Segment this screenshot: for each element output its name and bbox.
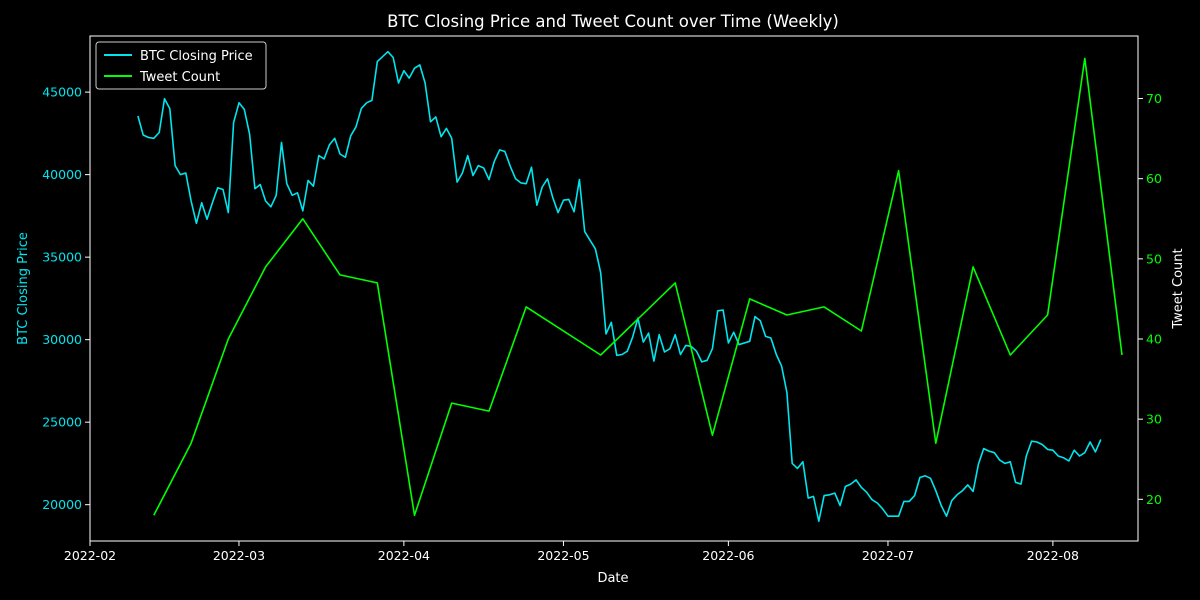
x-tick-label: 2022-06 [702, 548, 754, 563]
legend: BTC Closing Price Tweet Count [95, 41, 267, 90]
y-axis-right-label: Tweet Count [1171, 248, 1186, 329]
plot-frame [89, 35, 1139, 542]
x-tick-label: 2022-03 [213, 548, 265, 563]
x-tick-label: 2022-04 [378, 548, 430, 563]
legend-price-label: BTC Closing Price [140, 49, 253, 64]
y-left-tick-label: 35000 [42, 250, 82, 265]
x-tick-label: 2022-05 [537, 548, 589, 563]
y-left-tick-label: 45000 [42, 85, 82, 100]
x-tick-label: 2022-07 [862, 548, 914, 563]
btc-price-line [137, 50, 1102, 523]
legend-box [95, 41, 267, 90]
y-left-tick-label: 20000 [42, 497, 82, 512]
y-left-tick-label: 30000 [42, 332, 82, 347]
y-right-tick-label: 40 [1146, 332, 1162, 347]
legend-tweets-label: Tweet Count [139, 70, 220, 85]
chart-title: BTC Closing Price and Tweet Count over T… [387, 12, 839, 31]
y-axis-left-label: BTC Closing Price [16, 232, 31, 345]
x-axis-label: Date [597, 571, 628, 586]
y-right-tick-label: 30 [1146, 412, 1162, 427]
y-right-tick-label: 70 [1146, 91, 1162, 106]
y-right-tick-label: 50 [1146, 251, 1162, 266]
x-tick-label: 2022-02 [64, 548, 116, 563]
plot-lines [137, 50, 1123, 523]
tweet-count-line [153, 57, 1123, 517]
x-axis: 2022-02 2022-03 2022-04 2022-05 2022-06 2022-… [64, 541, 1079, 563]
y-left-tick-label: 25000 [42, 415, 82, 430]
y-axis-right: 20 30 40 50 60 70 [1138, 91, 1162, 507]
x-tick-label: 2022-08 [1027, 548, 1079, 563]
y-axis-left: 20000 25000 30000 35000 40000 45000 [42, 85, 90, 512]
y-right-tick-label: 20 [1146, 492, 1162, 507]
y-left-tick-label: 40000 [42, 167, 82, 182]
y-right-tick-label: 60 [1146, 171, 1162, 186]
